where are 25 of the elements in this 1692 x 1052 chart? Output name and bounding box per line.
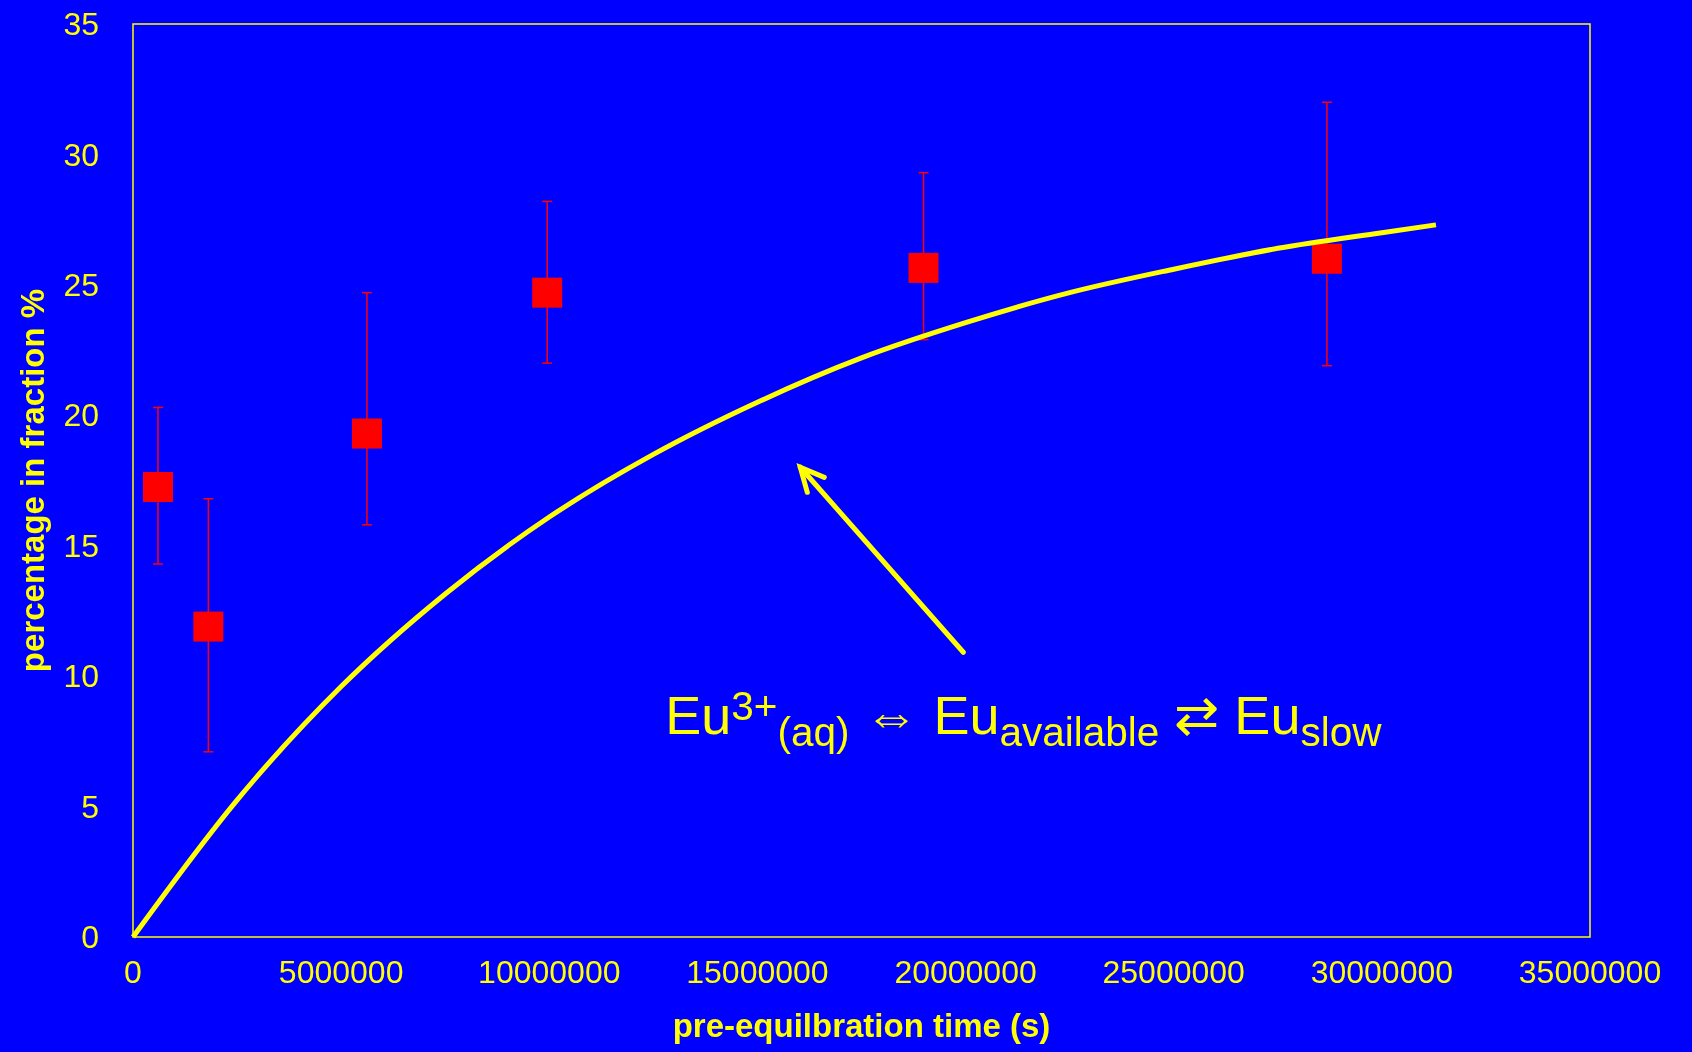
y-tick-label: 20	[63, 397, 99, 434]
point	[908, 252, 939, 283]
x-tick-label: 30000000	[1310, 954, 1454, 990]
x-tick-label: 35000000	[1518, 954, 1662, 990]
point	[351, 418, 382, 449]
x-tick-label: 5000000	[278, 954, 404, 990]
point	[532, 277, 563, 308]
y-tick-label: 35	[63, 6, 99, 43]
y-tick-label: 10	[63, 658, 99, 695]
y-tick-label: 15	[63, 527, 99, 564]
y-axis-title: percentage in fraction %	[14, 288, 51, 673]
point	[1311, 243, 1342, 274]
y-tick-label: 30	[63, 136, 99, 173]
x-tick-label: 0	[124, 954, 142, 990]
x-tick-label: 15000000	[686, 954, 829, 990]
point	[142, 472, 173, 503]
x-tick-label: 10000000	[478, 954, 621, 990]
y-tick-label: 0	[81, 919, 99, 956]
y-tick-label: 5	[81, 788, 99, 825]
x-tick-label: 20000000	[894, 954, 1037, 990]
annotation: Eu$^{3+}$$_{(aq)}$ ⇔ Eu$_{available}$ ⇄ Eu$_{slow}$	[665, 682, 1383, 756]
point	[193, 611, 224, 642]
y-tick-label: 25	[63, 267, 99, 304]
x-axis-title: pre-equilbration time (s)	[672, 1007, 1051, 1044]
x-tick-label: 25000000	[1102, 954, 1245, 990]
